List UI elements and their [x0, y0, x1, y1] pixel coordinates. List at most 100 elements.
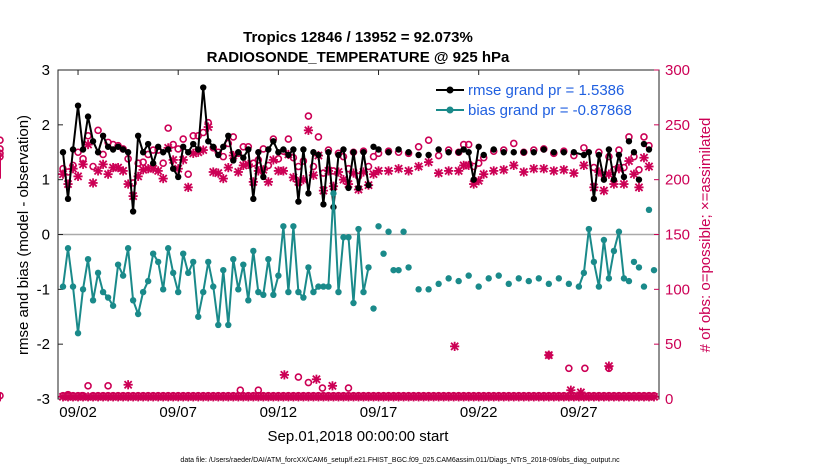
rmse-point-53 [325, 149, 332, 156]
rmse-point-13 [124, 149, 132, 156]
possible-lower-mark-113 [625, 391, 633, 400]
possible-lower-mark-95 [534, 391, 543, 400]
rmse-point-116 [640, 140, 648, 148]
possible-upper-mark-7 [94, 126, 102, 135]
y-right-tick-label-5: 250 [665, 117, 690, 134]
possible-upper-mark-26 [189, 132, 198, 140]
assim-upper-mark-35 [233, 167, 243, 177]
bias-point-5 [84, 255, 92, 263]
rmse-late-line-1 [573, 149, 625, 200]
possible-lower-mark-57 [344, 391, 353, 400]
possible-lower-mark-53 [324, 391, 333, 400]
rmse-point-42 [270, 138, 277, 145]
possible-lower-mark-86 [489, 391, 498, 400]
assim-upper-mark-32 [218, 173, 228, 184]
rmse-point-7 [94, 149, 102, 156]
bias-point-36 [240, 261, 247, 268]
possible-upper-mark-36 [239, 142, 248, 151]
rmse-point-15 [134, 132, 142, 139]
x-tick-label-3: 09/17 [360, 404, 398, 421]
rmse-point-58 [350, 149, 357, 156]
bias-point-62 [370, 305, 377, 312]
rmse-point-88 [500, 149, 507, 156]
possible-lower-mark-23 [174, 391, 182, 400]
assim-upper-mark-112 [619, 179, 629, 189]
bias-point-63 [375, 223, 382, 230]
rmse-point-69 [405, 149, 412, 156]
rmse-point-23 [175, 173, 182, 181]
possible-lower-mark-100 [560, 391, 568, 400]
rmse-point-38 [250, 195, 257, 203]
bias-point-116 [640, 283, 648, 290]
possible-lower-mark-72 [419, 391, 428, 400]
bias-point-6 [89, 297, 97, 304]
bias-point-15 [134, 310, 142, 318]
possible-lower-mark-91 [514, 391, 523, 400]
assim-lower-mark-extra-0 [123, 380, 133, 390]
assim-upper-mark-100 [559, 165, 569, 175]
rmse-point-86 [490, 146, 497, 153]
assim-upper-mark-1 [63, 179, 73, 189]
possible-upper-mark-119 [0, 145, 4, 153]
bias-point-41 [265, 255, 272, 263]
possible-lower-mark-41 [264, 391, 273, 400]
possible-lower-mark-extra-10 [565, 364, 573, 373]
rmse-point-63 [375, 146, 382, 153]
possible-lower-mark-92 [519, 391, 528, 400]
bias-point-55 [335, 288, 342, 296]
rmse-point-51 [315, 151, 322, 159]
bias-point-77 [445, 275, 452, 282]
possible-lower-mark-38 [249, 391, 258, 400]
bias-point-61 [365, 264, 372, 271]
rmse-point-29 [205, 138, 212, 145]
assim-upper-mark-102 [569, 168, 579, 178]
possible-lower-mark-30 [209, 391, 218, 400]
legend-rmse-label: rmse grand pr = 1.5386 [468, 82, 624, 99]
axes-group: -3 -2 -1 0 1 2 3 0 50 100 150 200 250 300 09/02 09/07 09… [37, 62, 690, 421]
possible-lower-mark-117 [645, 391, 653, 400]
possible-lower-mark-76 [439, 391, 448, 400]
possible-lower-mark-13 [124, 391, 132, 400]
possible-lower-mark-9 [104, 391, 112, 400]
rmse-point-0 [59, 149, 67, 156]
assim-upper-mark-92 [519, 167, 529, 177]
possible-upper-mark-6 [89, 162, 97, 171]
possible-lower-mark-64 [379, 391, 388, 400]
possible-upper-mark-106 [590, 163, 598, 172]
bias-point-52 [320, 283, 327, 290]
assim-upper-mark-63 [373, 166, 384, 176]
bias-point-87 [495, 272, 502, 279]
possible-lower-mark-116 [640, 391, 648, 400]
assim-lower-mark-extra-4 [450, 341, 460, 351]
possible-lower-mark-62 [369, 391, 378, 400]
possible-upper-mark-104 [580, 144, 588, 152]
rmse-point-46 [290, 146, 297, 153]
possible-lower-mark-42 [269, 391, 278, 400]
assim-upper-mark-115 [634, 182, 644, 192]
bias-point-17 [144, 277, 152, 285]
rmse-point-100 [560, 149, 568, 156]
possible-lower-mark-71 [414, 391, 423, 400]
legend: rmse grand pr = 1.5386 bias grand pr = -… [430, 76, 652, 120]
chart-title: Tropics 12846 / 13952 = 92.073% [243, 29, 473, 46]
y-tick-label-2: -1 [37, 281, 50, 298]
possible-lower-mark-33 [224, 391, 233, 400]
possible-lower-mark-104 [580, 391, 588, 400]
y-tick-label-5: 2 [42, 117, 50, 134]
rmse-point-16 [139, 149, 147, 156]
bias-point-12 [119, 272, 127, 279]
possible-lower-mark-87 [494, 391, 503, 400]
possible-lower-mark-94 [529, 391, 538, 400]
possible-lower-mark-56 [339, 391, 348, 400]
rmse-point-60 [360, 149, 367, 156]
rmse-point-102 [570, 149, 578, 156]
possible-lower-mark-68 [399, 391, 408, 400]
rmse-point-2 [69, 146, 77, 153]
bias-point-9 [104, 294, 112, 301]
rmse-point-49 [305, 190, 312, 197]
bias-point-11 [114, 261, 122, 268]
possible-upper-mark-49 [304, 112, 313, 120]
assim-lower-mark-extra-2 [311, 374, 322, 384]
rmse-point-84 [480, 151, 487, 159]
assim-upper-mark-84 [479, 169, 489, 179]
